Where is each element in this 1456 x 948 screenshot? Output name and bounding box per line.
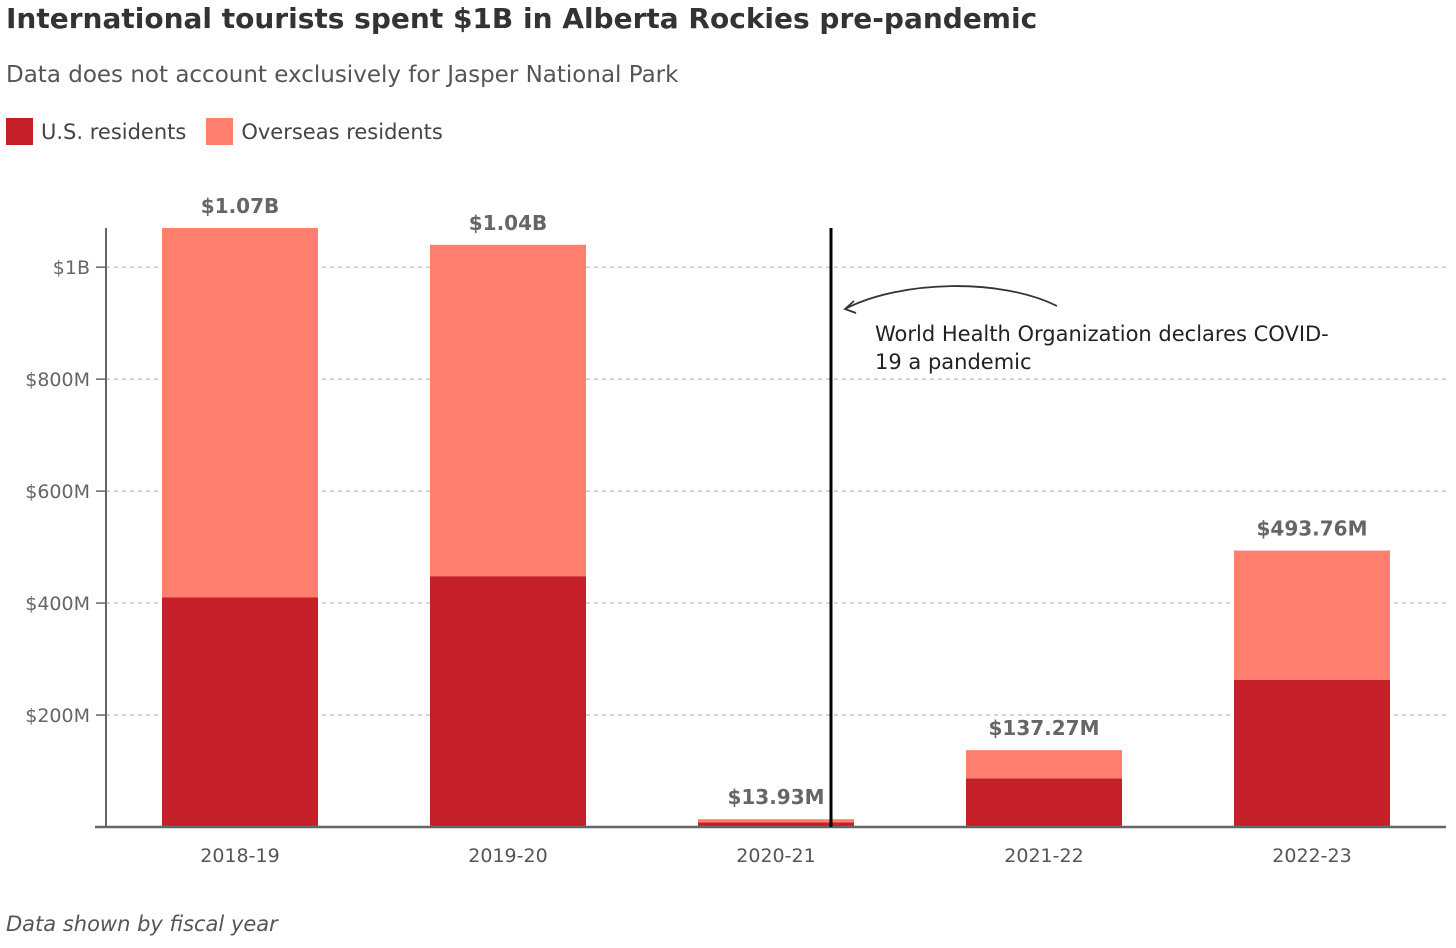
legend-item-us: U.S. residents bbox=[6, 118, 186, 145]
chart-title: International tourists spent $1B in Albe… bbox=[6, 2, 1038, 35]
total-label-2021-22: $137.27M bbox=[989, 716, 1100, 740]
bar-us-2021-22 bbox=[966, 778, 1122, 827]
annotation-text-line-1: World Health Organization declares COVID… bbox=[875, 322, 1329, 346]
annotation-arrowhead bbox=[843, 300, 857, 314]
annotation: World Health Organization declares COVID… bbox=[829, 228, 1329, 827]
total-label-2022-23: $493.76M bbox=[1257, 517, 1368, 541]
annotation-arrow bbox=[844, 285, 1058, 310]
x-tick-label-2018-19: 2018-19 bbox=[200, 845, 279, 867]
total-label-2019-20: $1.04B bbox=[469, 211, 548, 235]
y-tick-label: $600M bbox=[25, 481, 90, 503]
legend-swatch-us bbox=[6, 118, 33, 145]
bar-overseas-2021-22 bbox=[966, 750, 1122, 779]
x-tick-label-2021-22: 2021-22 bbox=[1004, 845, 1083, 867]
legend: U.S. residents Overseas residents bbox=[6, 118, 443, 145]
y-tick-label: $200M bbox=[25, 705, 90, 727]
y-tick-label: $400M bbox=[25, 593, 90, 615]
bar-us-2018-19 bbox=[162, 597, 318, 827]
legend-label-overseas: Overseas residents bbox=[241, 119, 443, 144]
y-tick-label: $1B bbox=[53, 257, 90, 279]
bar-us-2022-23 bbox=[1234, 679, 1390, 827]
legend-item-overseas: Overseas residents bbox=[206, 118, 443, 145]
axes: $200M $400M $600M $800M $1B 2018-19 2019-20 202… bbox=[25, 228, 1446, 867]
legend-label-us: U.S. residents bbox=[41, 119, 187, 144]
x-tick-label-2019-20: 2019-20 bbox=[468, 845, 547, 867]
bar-overseas-2018-19 bbox=[162, 228, 318, 598]
bar-us-2019-20 bbox=[430, 576, 586, 827]
y-tick-label: $800M bbox=[25, 369, 90, 391]
total-label-2018-19: $1.07B bbox=[201, 194, 280, 218]
chart-subtitle: Data does not account exclusively for Ja… bbox=[6, 62, 679, 88]
annotation-text-line-2: 19 a pandemic bbox=[875, 350, 1032, 374]
bars bbox=[162, 228, 1390, 827]
x-tick-label-2022-23: 2022-23 bbox=[1272, 845, 1351, 867]
bar-overseas-2020-21 bbox=[698, 819, 854, 823]
bar-overseas-2022-23 bbox=[1234, 550, 1390, 680]
legend-swatch-overseas bbox=[206, 118, 234, 145]
bar-us-2020-21 bbox=[698, 822, 854, 827]
bar-overseas-2019-20 bbox=[430, 244, 586, 577]
x-tick-label-2020-21: 2020-21 bbox=[736, 845, 815, 867]
total-label-2020-21: $13.93M bbox=[727, 785, 824, 809]
footnote: Data shown by fiscal year bbox=[6, 912, 278, 936]
data-labels: $1.07B $1.04B $13.93M $137.27M $493.76M bbox=[201, 194, 1368, 809]
